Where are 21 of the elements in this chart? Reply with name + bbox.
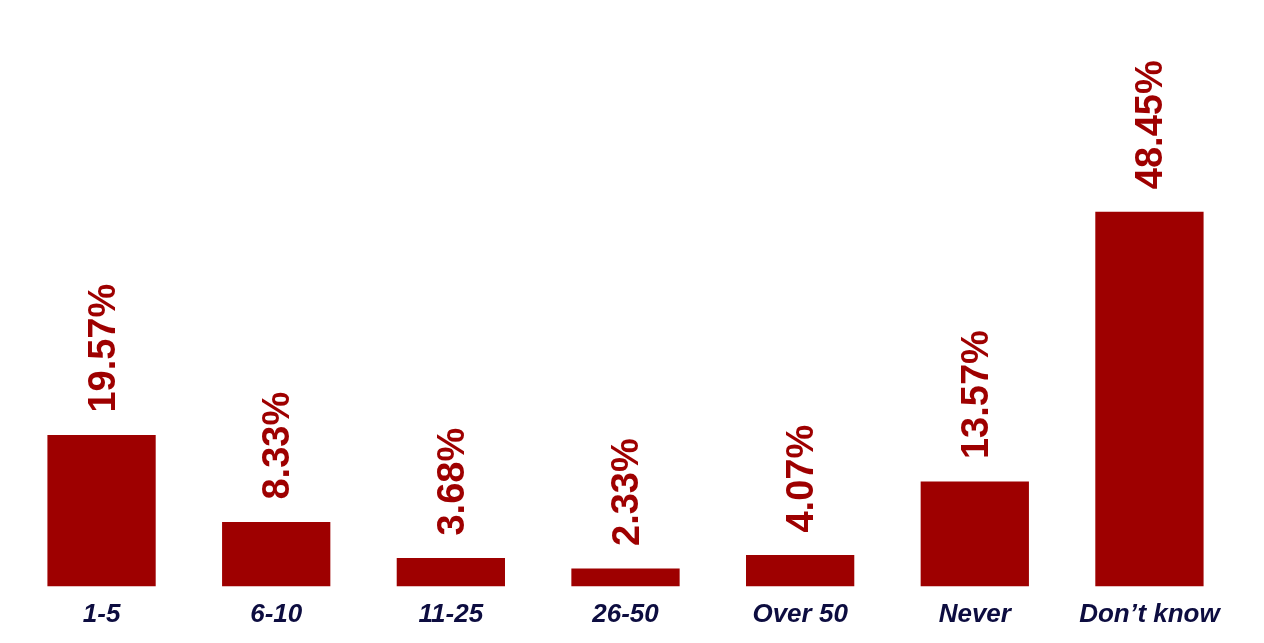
data-label: 8.33% bbox=[255, 391, 298, 500]
bar bbox=[396, 558, 505, 587]
x-tick-label: Over 50 bbox=[752, 597, 849, 628]
x-tick-label: 6-10 bbox=[250, 597, 303, 628]
data-label: 13.57% bbox=[953, 330, 996, 460]
x-tick-label: Don’t know bbox=[1079, 597, 1222, 628]
x-tick-label: 1-5 bbox=[82, 597, 121, 628]
x-tick-label: 26-50 bbox=[591, 597, 660, 628]
data-label: 3.68% bbox=[429, 427, 472, 536]
data-label: 2.33% bbox=[604, 438, 647, 546]
data-label: 48.45% bbox=[1128, 60, 1171, 190]
data-label: 19.57% bbox=[80, 283, 123, 413]
bar bbox=[920, 481, 1029, 587]
data-label: 4.07% bbox=[779, 424, 822, 533]
x-tick-label: Never bbox=[938, 597, 1013, 628]
bar bbox=[1095, 211, 1204, 587]
bar bbox=[47, 435, 156, 587]
bar bbox=[571, 568, 680, 587]
bar bbox=[746, 555, 855, 587]
x-tick-label: 11-25 bbox=[418, 597, 484, 628]
bar bbox=[222, 522, 331, 587]
